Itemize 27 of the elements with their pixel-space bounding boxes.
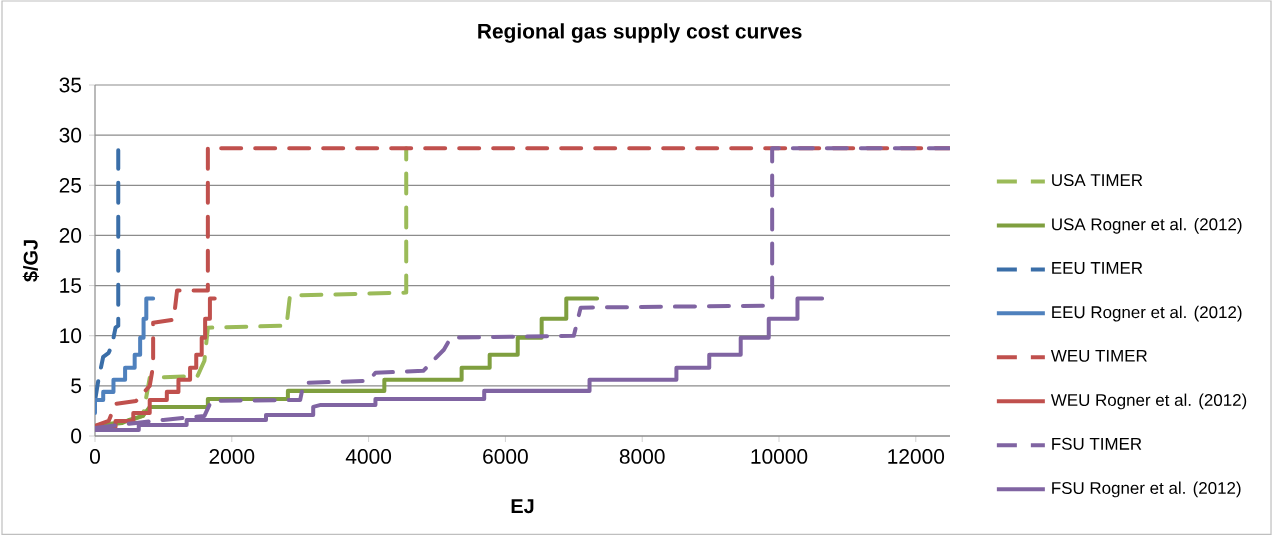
x-tick-label: 10000 [751, 449, 808, 464]
x-tick-label: 4000 [345, 449, 392, 464]
legend-label: USA TIMER [1052, 174, 1143, 187]
y-tick-label: 30 [59, 127, 82, 143]
legend-label: WEU Rogner et al. (2012) [1050, 393, 1247, 410]
x-tick-label: 6000 [483, 449, 528, 464]
legend-label: USA Rogner et al. (2012) [1052, 217, 1242, 234]
x-tick-label: 0 [89, 449, 100, 464]
legend-label: EEU TIMER [1052, 262, 1143, 274]
chart-title: Regional gas supply cost curves [478, 23, 802, 43]
y-tick-label: 10 [60, 328, 82, 344]
y-tick-label: 15 [60, 278, 82, 293]
y-tick-label: 5 [71, 378, 82, 394]
x-tick-label: 8000 [619, 449, 665, 464]
y-tick-label: 25 [59, 177, 82, 193]
y-tick-label: 20 [59, 228, 82, 243]
line-series [95, 296, 156, 415]
legend-label: FSU TIMER [1052, 437, 1142, 450]
y-axis-title: $/GJ [22, 240, 39, 282]
legend-label: WEU TIMER [1050, 349, 1147, 362]
x-tick-label: 12000 [888, 449, 945, 464]
legend-label: EEU Rogner et al. (2012) [1052, 305, 1242, 322]
x-axis-title: EJ [511, 499, 534, 514]
legend-label: FSU Rogner et al. (2012) [1052, 481, 1241, 498]
y-tick-label: 35 [59, 77, 82, 93]
x-tick-label: 2000 [209, 449, 255, 464]
y-tick-label: 0 [71, 428, 82, 444]
